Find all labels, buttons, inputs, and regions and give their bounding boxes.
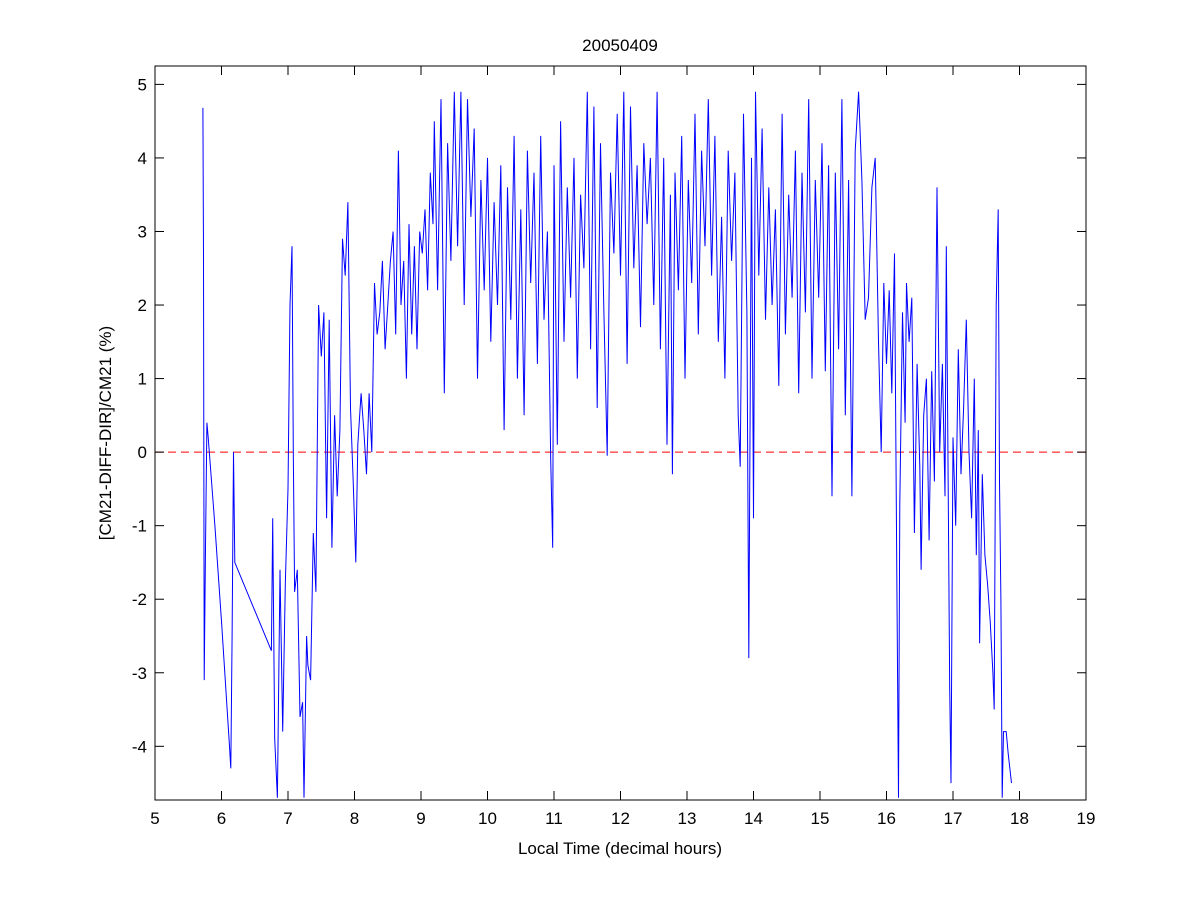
series-group <box>202 91 1012 798</box>
x-tick-label: 7 <box>283 809 292 828</box>
y-tick-label: -1 <box>132 517 147 536</box>
x-tick-label: 6 <box>217 809 226 828</box>
x-axis-label: Local Time (decimal hours) <box>518 839 722 858</box>
x-tick-label: 9 <box>416 809 425 828</box>
y-tick-label: 5 <box>138 75 147 94</box>
x-tick-label: 14 <box>744 809 763 828</box>
plot-area <box>155 66 1086 800</box>
y-tick-label: 3 <box>138 222 147 241</box>
y-tick-label: 1 <box>138 370 147 389</box>
x-tick-label: 8 <box>350 809 359 828</box>
y-axis-label: [CM21-DIFF-DIR]/CM21 (%) <box>96 326 115 540</box>
x-tick-label: 19 <box>1077 809 1096 828</box>
y-tick-label: 2 <box>138 296 147 315</box>
x-tick-label: 18 <box>1010 809 1029 828</box>
x-tick-label: 13 <box>678 809 697 828</box>
y-axis: -4 -3 -2 -1 0 1 2 3 4 5 <box>132 75 1086 756</box>
y-tick-label: -2 <box>132 590 147 609</box>
y-tick-label: 0 <box>138 443 147 462</box>
x-tick-label: 16 <box>877 809 896 828</box>
x-tick-label: 15 <box>811 809 830 828</box>
x-tick-label: 5 <box>150 809 159 828</box>
y-tick-label: 4 <box>138 149 147 168</box>
y-tick-label: -3 <box>132 664 147 683</box>
y-tick-label: -4 <box>132 737 147 756</box>
x-tick-label: 11 <box>545 809 563 828</box>
chart-title: 20050409 <box>582 36 658 55</box>
x-axis: 5 6 7 8 9 10 11 12 13 14 15 16 17 18 19 <box>150 66 1095 828</box>
x-tick-label: 12 <box>611 809 630 828</box>
x-tick-label: 17 <box>944 809 963 828</box>
series-line-ratio <box>202 91 1012 798</box>
x-tick-label: 10 <box>478 809 497 828</box>
